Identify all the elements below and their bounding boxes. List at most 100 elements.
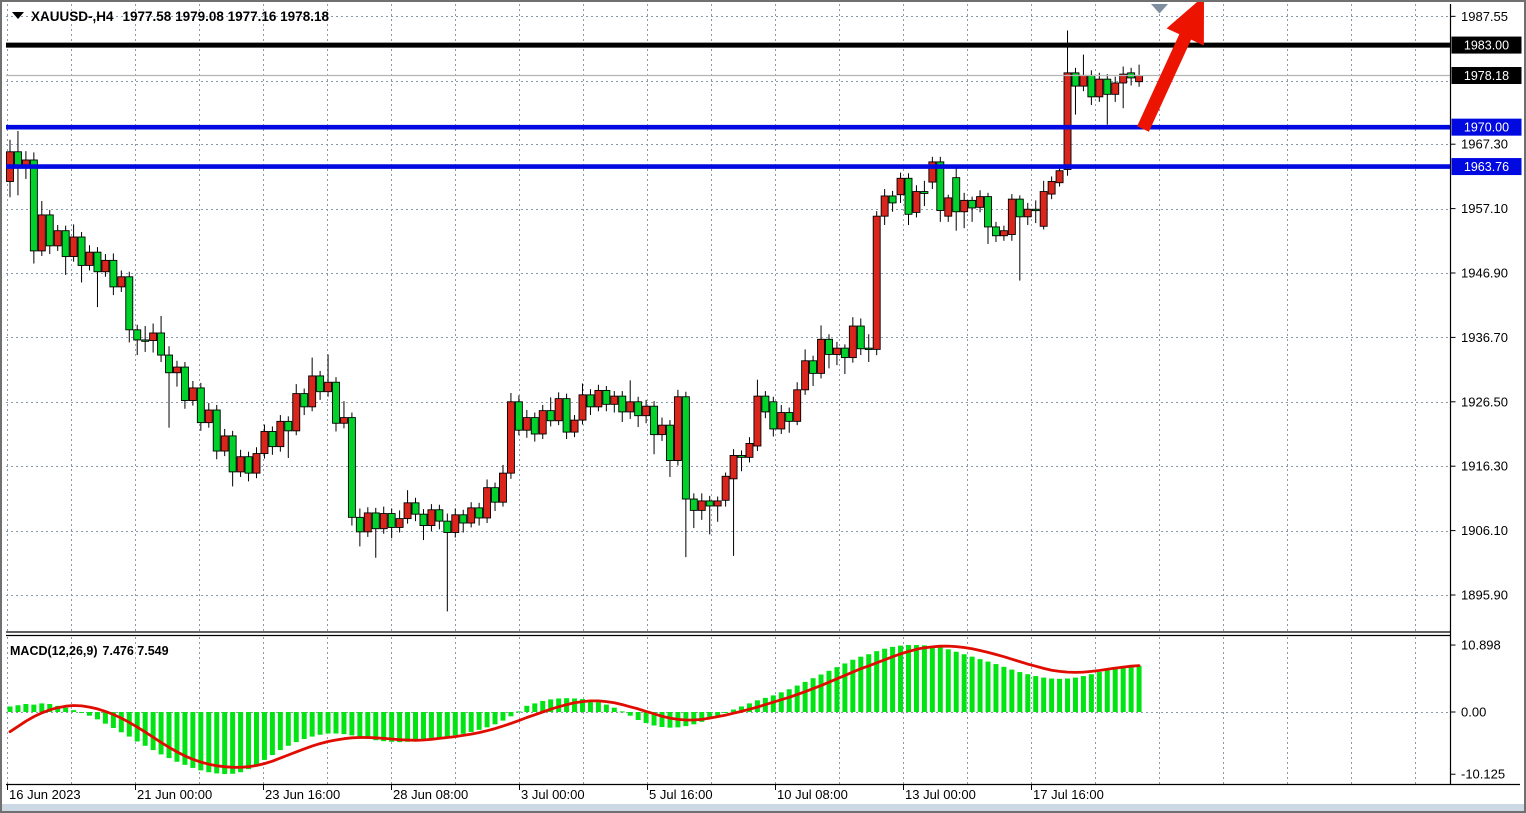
- candle: [976, 190, 985, 213]
- chart-shift-marker-icon[interactable]: [1151, 4, 1168, 14]
- candle: [530, 412, 539, 442]
- price-axis-label: 1916.30: [1461, 459, 1508, 474]
- candle: [920, 180, 929, 207]
- candle: [729, 449, 738, 556]
- candle: [562, 393, 571, 440]
- candle: [737, 450, 746, 472]
- candle: [419, 509, 428, 541]
- candle: [355, 508, 364, 547]
- price-axis-label: 1926.50: [1461, 394, 1508, 409]
- candle: [204, 403, 213, 428]
- candle: [300, 388, 309, 416]
- price-badge-1983.00: 1983.00: [1451, 36, 1522, 54]
- candle: [992, 221, 1000, 243]
- symbol-period-label: XAUUSD-,H4: [31, 9, 114, 24]
- candle: [1119, 66, 1128, 109]
- candle: [268, 426, 277, 455]
- price-axis-label: 1895.90: [1461, 587, 1508, 602]
- candle: [1071, 67, 1080, 115]
- candle: [658, 417, 666, 441]
- candle: [634, 396, 643, 428]
- grid: [6, 4, 1450, 784]
- candles-layer: [6, 30, 1144, 612]
- macd-scale-label: 10.898: [1461, 638, 1501, 653]
- price-axis-label: 1967.30: [1461, 137, 1508, 152]
- candle: [888, 190, 897, 212]
- candle: [1055, 166, 1064, 187]
- candle: [435, 504, 444, 530]
- time-axis-label: 10 Jul 08:00: [777, 787, 848, 802]
- candle: [952, 167, 961, 231]
- arrow-shaft[interactable]: [1137, 28, 1194, 132]
- candle: [761, 391, 770, 419]
- candle: [451, 508, 460, 538]
- candle: [1039, 180, 1048, 230]
- candle: [999, 225, 1008, 241]
- candle: [777, 404, 786, 434]
- candle: [379, 506, 388, 534]
- candle: [93, 247, 102, 308]
- candle: [133, 324, 142, 356]
- candle: [594, 384, 603, 412]
- candle: [69, 224, 78, 262]
- candle: [53, 225, 62, 251]
- price-badge-1963.76: 1963.76: [1451, 158, 1522, 176]
- time-axis-label: 21 Jun 00:00: [137, 787, 212, 802]
- candle: [173, 360, 181, 387]
- candle: [212, 404, 221, 460]
- candle: [832, 341, 841, 366]
- candle: [1031, 200, 1040, 224]
- candle: [825, 334, 833, 369]
- candle: [284, 416, 293, 458]
- time-axis-label: 28 Jun 08:00: [393, 787, 468, 802]
- candle: [228, 430, 237, 487]
- macd-panel: [7, 644, 1142, 775]
- time-axis[interactable]: 16 Jun 2023 21 Jun 00:00 23 Jun 16:00 28 Ju…: [7, 785, 1104, 802]
- candle: [570, 415, 579, 438]
- arrow-head-icon[interactable]: [1166, 2, 1204, 46]
- candle: [944, 194, 953, 222]
- candle: [960, 192, 969, 229]
- candle: [443, 513, 452, 612]
- candle: [673, 389, 682, 466]
- macd-scale-label: -10.125: [1461, 767, 1505, 782]
- candle: [522, 410, 531, 438]
- candle: [650, 401, 659, 455]
- candle: [37, 201, 46, 256]
- candle: [1111, 76, 1120, 102]
- candle: [332, 377, 340, 432]
- candle: [475, 502, 484, 526]
- time-axis-label: 17 Jul 16:00: [1033, 787, 1104, 802]
- price-axis-label: 1957.10: [1461, 201, 1508, 216]
- candle: [928, 156, 937, 190]
- candle: [29, 152, 38, 264]
- macd-signal-line: [8, 644, 1141, 769]
- candle: [316, 370, 325, 400]
- candle: [125, 271, 134, 343]
- candle: [586, 389, 595, 416]
- candle: [499, 464, 507, 507]
- trend-arrow-annotation[interactable]: [1137, 2, 1204, 132]
- symbol-dropdown-icon[interactable]: [12, 12, 24, 19]
- macd-histogram: [7, 645, 1142, 775]
- candle: [801, 349, 810, 395]
- candle: [188, 380, 197, 406]
- price-axis[interactable]: 1987.55 1967.30 1957.10 1946.90 1936.70 1926.…: [1450, 9, 1522, 782]
- candle: [260, 424, 269, 459]
- candle: [141, 326, 150, 352]
- candle: [817, 325, 825, 379]
- macd-values: 7.476 7.549: [103, 644, 169, 658]
- horizontal-line-objects[interactable]: [6, 42, 1450, 169]
- candle: [745, 437, 754, 463]
- candle: [1103, 74, 1112, 125]
- candle: [292, 384, 301, 436]
- candle: [610, 391, 619, 413]
- panel-borders: [2, 4, 1524, 811]
- candle: [180, 362, 189, 409]
- candle: [1007, 194, 1016, 241]
- chart-title: XAUUSD-,H4 1977.58 1979.08 1977.16 1978.1…: [31, 9, 329, 24]
- candle: [1095, 72, 1104, 102]
- candle: [538, 404, 547, 440]
